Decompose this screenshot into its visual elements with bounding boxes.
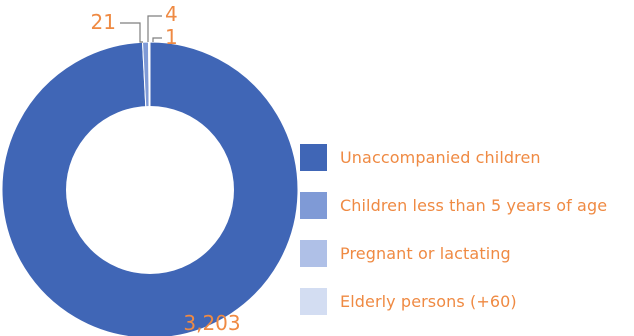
data-label-1: 3,203: [183, 311, 240, 335]
legend-swatch: [300, 287, 327, 315]
chart-legend: Unaccompanied children Children less than…: [300, 142, 607, 316]
leader-line-4: [152, 37, 162, 42]
data-label-4: 1: [165, 25, 178, 49]
legend-label: Elderly persons (+60): [340, 291, 517, 311]
legend-label: Pregnant or lactating: [340, 243, 511, 263]
legend-swatch: [300, 191, 327, 219]
leader-line-2: [120, 22, 143, 43]
legend-label: Children less than 5 years of age: [340, 195, 608, 215]
data-label-3: 4: [165, 2, 178, 26]
legend-swatch: [300, 143, 327, 171]
data-label-2: 21: [91, 10, 116, 34]
legend-item: Unaccompanied children: [300, 142, 607, 172]
legend-swatch: [300, 239, 327, 267]
donut-hole: [66, 106, 234, 274]
legend-item: Children less than 5 years of age: [300, 190, 607, 220]
legend-label: Unaccompanied children: [340, 147, 541, 167]
legend-item: Elderly persons (+60): [300, 286, 607, 316]
legend-item: Pregnant or lactating: [300, 238, 607, 268]
leader-line-3: [147, 15, 162, 42]
